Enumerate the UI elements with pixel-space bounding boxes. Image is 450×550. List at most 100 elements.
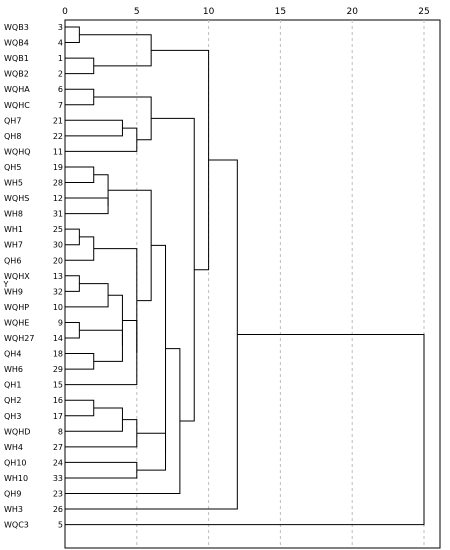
leaf-name-label: WH9 <box>4 287 23 296</box>
x-tick-label: 15 <box>275 7 286 17</box>
leaf-name-label: QH5 <box>4 163 21 172</box>
leaf-name-label: WH5 <box>4 179 23 188</box>
leaf-id-label: 31 <box>53 210 63 219</box>
leaf-name-label: QH9 <box>4 490 21 499</box>
leaf-labels: WQB3 3 WQB4 4 WQB1 1 WQB2 2 WQHA 6 WQHC 7 QH7 21 QH8 22… <box>4 23 63 530</box>
leaf-id-label: 3 <box>58 23 63 32</box>
leaf-name-label: WQHE <box>4 318 29 327</box>
leaf-id-label: 25 <box>53 225 63 234</box>
x-tick-label: 10 <box>203 7 215 17</box>
merge-link <box>136 432 167 471</box>
leaf-name-label: QH4 <box>4 350 21 359</box>
merge-link <box>65 275 80 292</box>
leaf-id-label: 15 <box>53 381 63 390</box>
leaf-id-label: 9 <box>58 318 63 327</box>
merge-link <box>65 197 109 215</box>
merge-link <box>65 26 80 44</box>
x-tick-label: 0 <box>62 7 68 17</box>
leaf-name-label: WQHS <box>4 194 29 203</box>
x-tick-label: 20 <box>346 7 358 17</box>
merge-link <box>65 419 138 448</box>
leaf-id-label: 12 <box>53 194 63 203</box>
leaf-name-label: QH1 <box>4 381 21 390</box>
merge-link <box>65 57 95 75</box>
leaf-id-label: 4 <box>58 39 63 48</box>
merge-link <box>151 49 210 271</box>
merge-link <box>108 294 123 346</box>
leaf-name-label: WQHX <box>4 272 30 281</box>
leaf-id-label: 26 <box>53 505 63 514</box>
leaf-name-label: WH6 <box>4 365 23 374</box>
leaf-name-label: WH8 <box>4 210 23 219</box>
leaf-id-label: 2 <box>58 70 63 79</box>
leaf-id-label: 32 <box>53 287 63 296</box>
leaf-id-label: 5 <box>58 521 63 530</box>
leaf-id-label: 11 <box>53 147 63 156</box>
leaf-name-label: WQHP <box>4 303 29 312</box>
merge-link <box>151 117 195 422</box>
leaf-name-label: WH10 <box>4 474 28 483</box>
merge-link <box>65 334 425 526</box>
leaf-id-label: 23 <box>53 490 63 499</box>
leaf-id-label: 29 <box>53 365 63 374</box>
leaf-id-label: 17 <box>53 412 63 421</box>
merge-link <box>65 321 80 339</box>
leaf-name-label: WQHD <box>4 427 30 436</box>
leaf-name-label: WH1 <box>4 225 23 234</box>
dendrogram-tree <box>65 26 425 526</box>
x-axis-ticks: 0 5 10 15 20 25 <box>62 7 430 17</box>
leaf-id-label: 13 <box>53 272 63 281</box>
leaf-id-label: 19 <box>53 163 63 172</box>
merge-link <box>65 119 123 137</box>
leaf-name-label: WH3 <box>4 505 23 514</box>
leaf-id-label: 33 <box>53 474 63 483</box>
merge-link <box>79 329 123 362</box>
x-tick-label: 25 <box>418 7 429 17</box>
leaf-name-label: WH4 <box>4 443 23 452</box>
leaf-name-label: QH3 <box>4 412 21 421</box>
merge-link <box>65 127 138 152</box>
leaf-name-label: QH2 <box>4 396 21 405</box>
leaf-name-label: WQHA <box>4 85 30 94</box>
merge-link <box>65 399 95 417</box>
merge-link <box>65 166 95 183</box>
leaf-id-label: 28 <box>53 179 63 188</box>
merge-link <box>65 461 138 479</box>
leaf-name-label: WQB2 <box>4 70 29 79</box>
leaf-id-label: 20 <box>53 256 63 265</box>
leaf-id-label: 8 <box>58 427 63 436</box>
leaf-id-label: 16 <box>53 396 63 405</box>
merge-link <box>65 88 95 106</box>
y-axis-label: Y <box>3 280 9 289</box>
leaf-id-label: 21 <box>53 116 63 125</box>
merge-link <box>65 283 109 308</box>
x-tick-label: 5 <box>134 7 140 17</box>
leaf-id-label: 6 <box>58 85 63 94</box>
leaf-name-label: QH10 <box>4 458 27 467</box>
leaf-id-label: 14 <box>53 334 63 343</box>
leaf-name-label: QH7 <box>4 116 21 125</box>
leaf-name-label: WQC3 <box>4 521 29 530</box>
merge-link <box>93 174 109 206</box>
leaf-name-label: QH8 <box>4 132 21 141</box>
plot-border <box>64 19 441 549</box>
merge-link <box>93 248 138 353</box>
leaf-id-label: 22 <box>53 132 63 141</box>
merge-link <box>65 353 95 370</box>
leaf-name-label: WQB4 <box>4 39 29 48</box>
leaf-id-label: 1 <box>58 54 63 63</box>
leaf-name-label: WQHC <box>4 101 30 110</box>
merge-link <box>65 228 80 246</box>
leaf-id-label: 18 <box>53 350 63 359</box>
leaf-name-label: WH7 <box>4 241 23 250</box>
leaf-name-label: WQB3 <box>4 23 29 32</box>
merge-link <box>79 34 152 67</box>
leaf-name-label: WQH27 <box>4 334 34 343</box>
leaf-id-label: 10 <box>53 303 63 312</box>
leaf-id-label: 7 <box>58 101 63 110</box>
leaf-id-label: 27 <box>53 443 63 452</box>
leaf-name-label: WQB1 <box>4 54 29 63</box>
merge-link <box>151 244 167 452</box>
leaf-name-label: WQHQ <box>4 147 31 156</box>
